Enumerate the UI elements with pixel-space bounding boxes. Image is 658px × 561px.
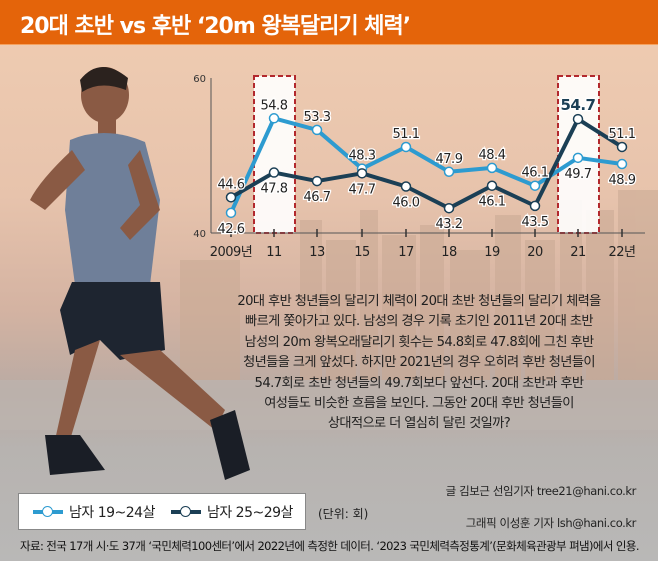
writer-credit: 글 김보근 선임기자 tree21@hani.co.kr	[445, 484, 637, 498]
x-tick-label: 2009년	[210, 245, 253, 260]
runner-photo	[30, 66, 250, 480]
data-point	[616, 158, 628, 170]
x-tick-label: 11	[266, 245, 282, 260]
legend-item-19-24: 남자 19~24살	[33, 502, 155, 522]
y-tick-label: 40	[193, 229, 206, 240]
paragraph-line: 20대 후반 청년들의 달리기 체력이 20대 초반 청년들의 달리기 체력을	[237, 294, 601, 309]
data-point	[443, 166, 455, 178]
x-tick-label: 13	[309, 245, 325, 260]
x-tick-label: 22년	[608, 245, 635, 260]
paragraph-line: 54.7회로 초반 청년들의 49.7회보다 앞선다. 20대 초반과 후반	[254, 375, 584, 391]
paragraph-line: 상대적으로 더 열심히 달린 것일까?	[327, 416, 511, 432]
data-label: 49.7	[565, 167, 592, 182]
x-tick-label: 18	[441, 245, 457, 260]
data-point	[400, 141, 412, 153]
data-point	[225, 207, 237, 219]
article-paragraph: 20대 후반 청년들의 달리기 체력이 20대 초반 청년들의 달리기 체력을 …	[196, 292, 642, 435]
data-label: 54.8	[261, 98, 288, 113]
data-label: 54.7	[560, 96, 595, 114]
legend-item-25-29: 남자 25~29살	[170, 502, 293, 522]
x-tick-label: 15	[354, 245, 370, 260]
legend-label: 남자 25~29살	[206, 504, 293, 521]
source-note: 자료: 전국 17개 시·도 37개 ‘국민체력100센터’에서 2022년에 …	[20, 539, 640, 553]
data-point	[572, 152, 584, 164]
data-label: 43.5	[522, 215, 549, 230]
paragraph-line: 빠르게 쫓아가고 있다. 남성의 경우 기록 초기인 2011년 20대 초반	[245, 314, 594, 330]
data-point	[356, 168, 368, 179]
paragraph-line: 여성들도 비슷한 흐름을 보인다. 그동안 20대 후반 청년들이	[264, 396, 574, 412]
data-label: 48.4	[479, 148, 506, 163]
data-point	[225, 192, 237, 203]
data-point	[486, 162, 498, 174]
chart-legend: 남자 19~24살 남자 25~29살	[18, 493, 306, 530]
graphic-credit: 그래픽 이성훈 기자 lsh@hani.co.kr	[465, 516, 637, 530]
unit-label: (단위: 회)	[318, 507, 369, 521]
data-label: 47.7	[349, 182, 376, 197]
paragraph-line: 청년들을 크게 앞섰다. 하지만 2021년의 경우 오히려 후반 청년들이	[243, 355, 595, 371]
data-label: 46.1	[522, 166, 549, 181]
city-skyline-background	[0, 190, 658, 430]
data-point	[572, 113, 584, 125]
data-label: 46.1	[479, 195, 506, 210]
x-tick-label: 19	[484, 245, 500, 260]
data-label: 42.6	[218, 222, 245, 237]
series-line-0	[229, 116, 623, 214]
x-tick-label: 17	[398, 245, 414, 260]
x-tick-label: 21	[570, 245, 586, 260]
page-title: 20대 초반 vs 후반 ‘20m 왕복달리기 체력’	[20, 14, 411, 39]
series-line-1	[230, 117, 624, 211]
line-chart: 40 60 2009년 11 13 15 17 18 19 20 21 22년 42.6 54.8 53.3…	[193, 74, 645, 260]
data-point	[529, 200, 541, 212]
data-point	[400, 181, 412, 192]
legend-label: 남자 19~24살	[69, 504, 155, 521]
data-label: 43.2	[436, 217, 463, 232]
data-point	[616, 141, 628, 153]
dark-blue-line-marker-icon	[170, 505, 201, 518]
header-bar: 20대 초반 vs 후반 ‘20m 왕복달리기 체력’	[0, 0, 658, 45]
data-label: 46.0	[393, 196, 420, 211]
data-label: 51.1	[393, 127, 420, 142]
light-blue-line-marker-icon	[33, 505, 63, 518]
data-label: 48.3	[349, 149, 376, 164]
data-point	[311, 175, 323, 187]
data-point	[486, 180, 498, 191]
data-point	[529, 180, 541, 191]
data-point	[311, 124, 323, 136]
data-point	[443, 202, 455, 214]
data-label: 47.8	[261, 182, 288, 197]
data-label: 46.7	[304, 190, 331, 205]
data-point	[268, 167, 280, 178]
data-label: 53.3	[304, 110, 331, 125]
data-label: 47.9	[436, 152, 463, 167]
data-label: 51.1	[609, 127, 636, 142]
data-label: 48.9	[609, 173, 636, 188]
paragraph-line: 남성의 20m 왕복오래달리기 횟수는 54.8회로 47.8회에 그친 후반	[244, 334, 594, 350]
y-tick-label: 60	[193, 74, 206, 85]
data-point	[268, 113, 280, 124]
data-label: 44.6	[218, 177, 245, 192]
x-tick-label: 20	[527, 245, 543, 260]
